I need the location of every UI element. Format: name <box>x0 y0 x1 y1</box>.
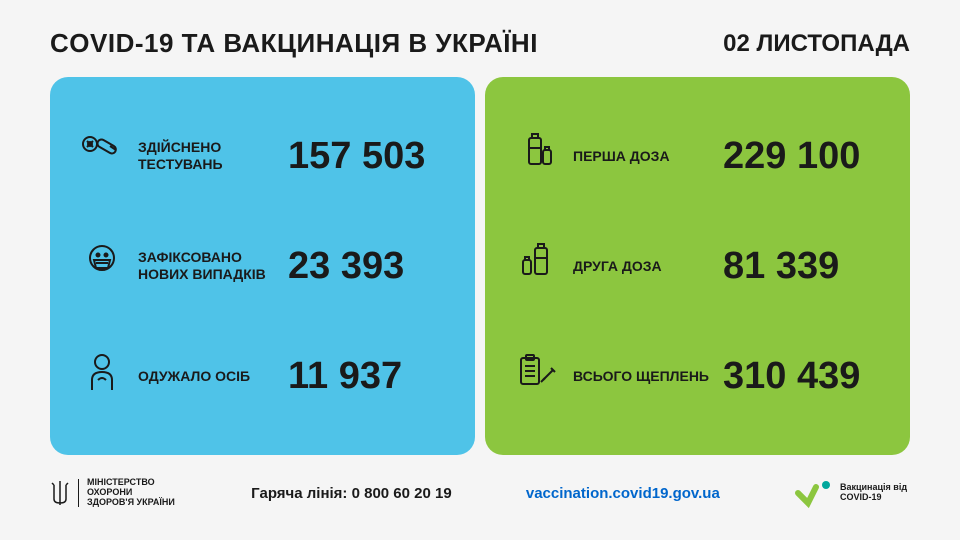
stat-label: ЗАФІКСОВАНО НОВИХ ВИПАДКІВ <box>138 249 278 283</box>
vaccine-vials-icon <box>513 130 573 183</box>
masked-person-icon <box>78 240 138 293</box>
ministry-text: МІНІСТЕРСТВО ОХОРОНИ ЗДОРОВ'Я УКРАЇНИ <box>87 478 177 508</box>
stat-value: 23 393 <box>278 245 447 288</box>
stat-label: ВСЬОГО ЩЕПЛЕНЬ <box>573 368 713 385</box>
panels-container: ЗДІЙСНЕНО ТЕСТУВАНЬ 157 503 ЗАФІКСОВАНО … <box>0 77 960 455</box>
stat-label: ОДУЖАЛО ОСІБ <box>138 368 278 385</box>
stat-value: 229 100 <box>713 135 882 178</box>
vaccination-logo: Вакцинація від COVID-19 <box>794 477 910 509</box>
date-label: 02 ЛИСТОПАДА <box>723 30 910 58</box>
stat-row: ЗАФІКСОВАНО НОВИХ ВИПАДКІВ 23 393 <box>78 211 447 321</box>
stat-value: 81 339 <box>713 245 882 288</box>
vacc-logo-text: Вакцинація від COVID-19 <box>840 483 910 503</box>
stat-value: 11 937 <box>278 355 447 398</box>
hotline-text: Гаряча лінія: 0 800 60 20 19 <box>251 485 452 502</box>
recovered-person-icon <box>78 350 138 403</box>
trident-icon <box>50 479 70 507</box>
footer: МІНІСТЕРСТВО ОХОРОНИ ЗДОРОВ'Я УКРАЇНИ Га… <box>0 455 960 509</box>
vaccine-vials-icon <box>513 240 573 293</box>
vaccination-panel: ПЕРША ДОЗА 229 100 ДРУГА ДОЗА 81 339 ВСЬ… <box>485 77 910 455</box>
ministry-logo: МІНІСТЕРСТВО ОХОРОНИ ЗДОРОВ'Я УКРАЇНИ <box>50 478 177 508</box>
page-title: COVID-19 ТА ВАКЦИНАЦІЯ В УКРАЇНІ <box>50 28 538 59</box>
stat-value: 310 439 <box>713 355 882 398</box>
stat-row: ВСЬОГО ЩЕПЛЕНЬ 310 439 <box>513 321 882 431</box>
stat-row: ЗДІЙСНЕНО ТЕСТУВАНЬ 157 503 <box>78 101 447 211</box>
covid-panel: ЗДІЙСНЕНО ТЕСТУВАНЬ 157 503 ЗАФІКСОВАНО … <box>50 77 475 455</box>
check-logo-icon <box>794 477 834 509</box>
header: COVID-19 ТА ВАКЦИНАЦІЯ В УКРАЇНІ 02 ЛИСТ… <box>0 0 960 77</box>
url-text: vaccination.covid19.gov.ua <box>526 485 720 502</box>
stat-row: ОДУЖАЛО ОСІБ 11 937 <box>78 321 447 431</box>
stat-row: ДРУГА ДОЗА 81 339 <box>513 211 882 321</box>
clipboard-syringe-icon <box>513 350 573 403</box>
stat-row: ПЕРША ДОЗА 229 100 <box>513 101 882 211</box>
test-tube-icon <box>78 130 138 183</box>
stat-label: ПЕРША ДОЗА <box>573 148 713 165</box>
stat-label: ЗДІЙСНЕНО ТЕСТУВАНЬ <box>138 139 278 173</box>
stat-label: ДРУГА ДОЗА <box>573 258 713 275</box>
stat-value: 157 503 <box>278 135 447 178</box>
